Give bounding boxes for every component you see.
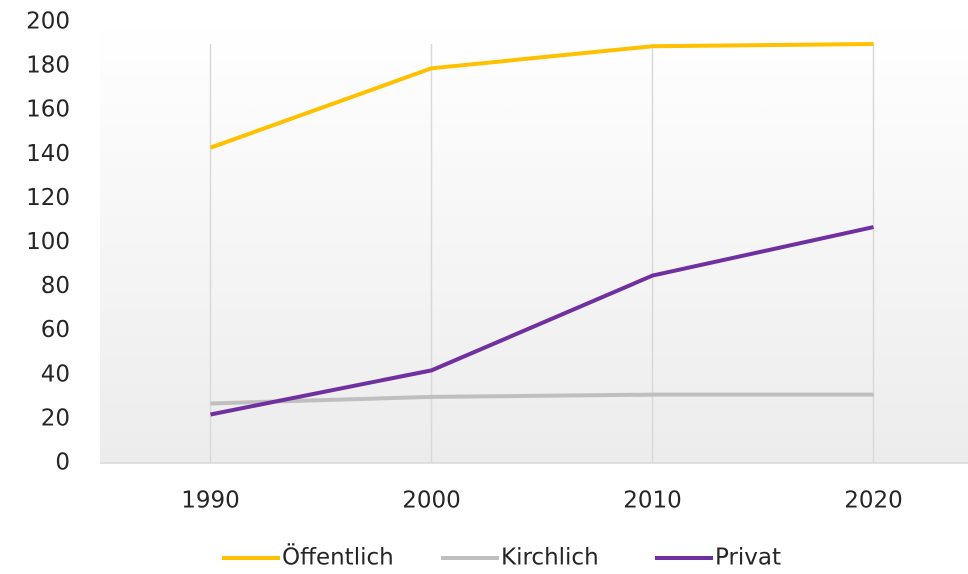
x-tick-label: 1990 [181,488,240,514]
plot-background [100,22,968,463]
legend-label: Kirchlich [501,545,599,571]
y-tick-label: 80 [41,273,70,299]
y-tick-label: 60 [41,317,70,343]
legend-label: Öffentlich [282,543,394,571]
y-tick-label: 100 [26,229,70,255]
y-tick-label: 40 [41,361,70,387]
y-tick-label: 20 [41,405,70,431]
x-tick-label: 2000 [402,488,461,514]
y-tick-label: 180 [26,53,70,79]
series-line [210,225,874,417]
x-tick-label: 2020 [844,488,903,514]
series-line [210,392,874,406]
y-tick-label: 200 [26,9,70,35]
x-tick-label: 2010 [623,488,682,514]
legend-label: Privat [715,545,781,571]
y-tick-label: 0 [55,450,70,476]
y-tick-label: 120 [26,185,70,211]
y-tick-label: 140 [26,141,70,167]
series-line [209,42,874,150]
y-tick-label: 160 [26,97,70,123]
